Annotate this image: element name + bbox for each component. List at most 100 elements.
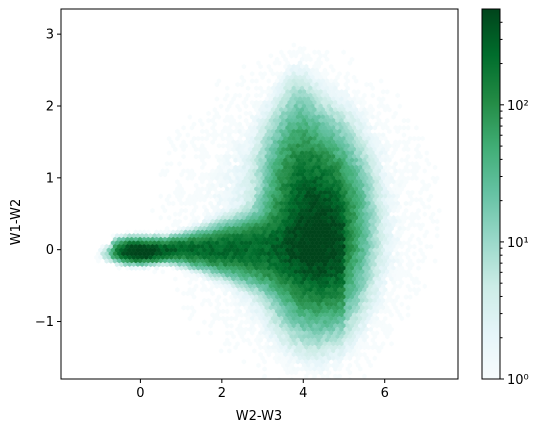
hexbin-cell xyxy=(241,64,247,70)
y-tick-label: −1 xyxy=(35,315,54,330)
hexbin-cell xyxy=(422,168,427,174)
hexbin-cell xyxy=(137,265,143,271)
hexbin-cell xyxy=(229,301,234,307)
hexbin-cell xyxy=(185,290,191,296)
hexbin-cell xyxy=(129,265,134,271)
hexbin-cell xyxy=(416,265,421,271)
hexbin-cell xyxy=(171,265,176,271)
hexbin-cell xyxy=(239,312,245,318)
hexbin-cell xyxy=(289,53,294,59)
colorbar-tick-label: 10² xyxy=(507,99,529,114)
x-axis-ticks: 0 2 4 6 xyxy=(136,379,389,401)
hexbin-cell xyxy=(416,280,421,286)
hexbin-cell xyxy=(416,136,421,142)
hexbin-cell xyxy=(378,308,384,314)
hexbin-cell xyxy=(222,118,228,124)
hexbin-cell xyxy=(193,154,199,160)
hexbin-cell xyxy=(173,276,178,282)
hexbin-cell xyxy=(193,146,199,152)
hexbin-cell xyxy=(389,341,394,347)
hexbin-cell xyxy=(434,218,440,224)
hexbin-cell xyxy=(241,359,247,365)
hexbin-cell xyxy=(185,132,191,138)
hexbin-cell xyxy=(239,82,245,88)
hexbin-cell xyxy=(158,215,163,221)
hexbin-cell xyxy=(405,168,411,174)
hexbin-cell xyxy=(347,370,353,376)
hexbin-cell xyxy=(229,316,234,322)
hexbin-cell xyxy=(225,330,230,336)
hexbin-cell xyxy=(370,85,375,91)
hexbin-cell xyxy=(220,308,226,314)
hexbin-cell xyxy=(291,42,297,48)
hexbin-cell xyxy=(162,172,168,178)
hexbin-cell xyxy=(202,319,207,325)
hexbin-cell xyxy=(405,305,411,311)
hexbin-cell xyxy=(193,276,199,282)
plot-frame xyxy=(60,8,459,380)
hexbin-cell xyxy=(405,125,411,131)
hexbin-cell xyxy=(426,197,432,203)
hexbin-cell xyxy=(200,136,205,142)
hexbin-cell xyxy=(420,136,425,142)
hexbin-cell xyxy=(434,233,440,239)
hexbin-cell xyxy=(229,323,234,329)
hexbin-cell xyxy=(237,107,242,113)
hexbin-cell xyxy=(218,103,224,109)
hexbin-cell xyxy=(220,136,226,142)
hexbin-cell xyxy=(218,348,224,354)
hexbin-cell xyxy=(285,370,290,376)
hexbin-cell xyxy=(152,269,157,275)
hexbin-cell xyxy=(422,233,427,239)
hexbin-cell xyxy=(235,82,240,88)
hexbin-cell xyxy=(376,348,382,354)
hexbin-cell xyxy=(295,359,301,365)
hexbin-cell xyxy=(320,373,326,379)
hexbin-cells xyxy=(94,42,442,379)
hexbin-cell xyxy=(108,258,114,264)
hexbin-cell xyxy=(200,128,205,134)
x-tick-label: 2 xyxy=(218,386,226,401)
hexbin-cell xyxy=(171,222,176,228)
hexbin-cell xyxy=(414,290,419,296)
hexbin-cell xyxy=(183,208,188,214)
hexbin-cell xyxy=(183,200,188,206)
hexbin-cell xyxy=(243,103,249,109)
hexbin-cell xyxy=(362,373,367,379)
hexbin-cell xyxy=(289,377,294,379)
hexbin-cell xyxy=(202,197,207,203)
hexbin-cell xyxy=(181,305,186,311)
hexbin-cell xyxy=(206,110,211,116)
hexbin-cell xyxy=(399,157,405,163)
hexbin-cell xyxy=(141,265,147,271)
hexbin-cell xyxy=(187,280,193,286)
hexbin-cell xyxy=(368,362,373,368)
colorbar xyxy=(481,8,501,380)
hexbin-cell xyxy=(418,190,423,196)
hexbin-cell xyxy=(304,373,309,379)
hexbin-cell xyxy=(125,265,130,271)
hexbin-cell xyxy=(181,290,186,296)
hexbin-cell xyxy=(185,175,191,181)
hexbin-cell xyxy=(372,125,378,131)
hexbin-cell xyxy=(364,82,369,88)
hexbin-cell xyxy=(195,330,201,336)
hexbin-cell xyxy=(422,204,427,210)
hexbin-cell xyxy=(395,208,400,214)
hexbin-cell xyxy=(175,265,180,271)
hexbin-cell xyxy=(274,359,280,365)
hexbin-cell xyxy=(403,200,409,206)
hexbin-cell xyxy=(158,193,163,199)
hexbin-cell xyxy=(150,208,155,214)
hexbin-cell xyxy=(179,172,184,178)
hexbin-cell xyxy=(422,283,427,289)
hexbin-cell xyxy=(245,85,251,91)
hexbin-cell xyxy=(333,366,338,372)
hexbin-cell xyxy=(208,193,213,199)
y-axis-ticks: −1 0 1 2 3 xyxy=(35,28,61,330)
hexbin-cell xyxy=(225,85,230,91)
hexbin-cell xyxy=(414,154,419,160)
hexbin-cell xyxy=(405,312,411,318)
hexbin-cell xyxy=(249,78,255,84)
hexbin-cell xyxy=(181,146,186,152)
